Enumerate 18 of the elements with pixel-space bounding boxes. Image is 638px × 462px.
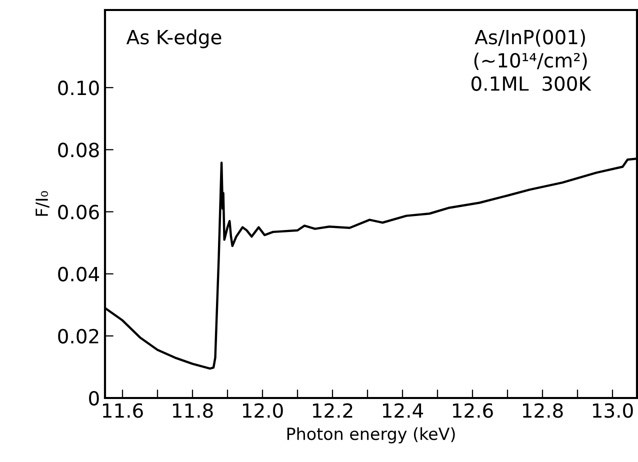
y-tick-label: 0.08: [58, 142, 99, 158]
x-tick-label: 12.0: [242, 403, 283, 418]
x-tick-label: 11.6: [102, 403, 143, 418]
y-tick-label: 0.04: [58, 266, 100, 282]
annotation: As K-edge: [126, 29, 222, 48]
x-tick-label: 12.4: [382, 403, 424, 418]
x-tick-label: 11.8: [172, 403, 213, 418]
y-tick-label: 0.10: [58, 80, 99, 96]
y-tick-label: 0.02: [58, 328, 98, 344]
x-tick-label: 12.8: [522, 403, 563, 418]
x-tick-label: 13.0: [592, 403, 633, 418]
y-tick-label: 0: [89, 390, 99, 406]
x-tick-label: 12.2: [312, 403, 352, 418]
y-tick-label: 0.06: [58, 204, 99, 220]
y-axis-title: F/I₀: [36, 191, 50, 216]
annotation: As/InP(001) (~10¹⁴/cm²) 0.1ML 300K: [472, 29, 592, 91]
x-axis-title: Photon energy (keV): [287, 427, 455, 444]
x-tick-label: 12.6: [452, 403, 493, 418]
